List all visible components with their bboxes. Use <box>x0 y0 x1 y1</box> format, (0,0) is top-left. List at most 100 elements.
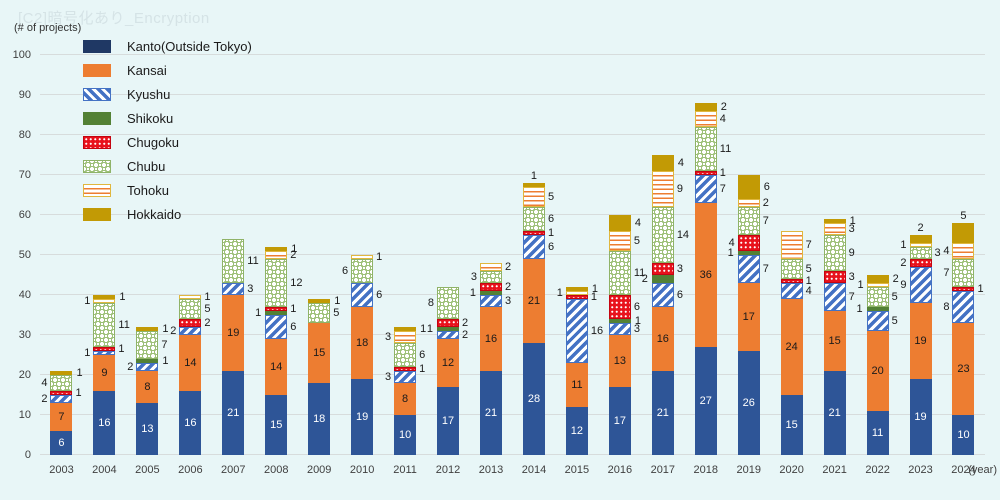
value-label-hokkaido-2022: 2 <box>892 273 899 285</box>
bar-segment-hokkaido-2019: 6 <box>737 175 770 199</box>
gridline-10 <box>40 414 985 415</box>
value-label-kanto-2008: 15 <box>270 419 283 431</box>
bar-segment-kanto-2014: 28 <box>522 343 545 455</box>
value-label-chubu-2016: 11 <box>633 267 646 279</box>
year-slot-2010: 19 18 6 6 1 2010 <box>341 55 384 477</box>
value-label-chubu-2006: 5 <box>204 303 211 315</box>
bar-segment-kyushu-2024: 8 <box>943 291 975 323</box>
value-label-chugoku-2008: 1 <box>290 303 297 315</box>
value-label-chubu-2023: 3 <box>934 247 941 259</box>
bar-segment-kansai-2016: 13 <box>608 335 631 387</box>
value-label-kyushu-2013: 3 <box>505 295 512 307</box>
value-label-kansai-2016: 13 <box>613 355 626 367</box>
value-label-chugoku-2006: 2 <box>204 317 211 329</box>
bar-segment-kanto-2018: 27 <box>694 347 717 455</box>
bar-segment-shikoku-2005: 1 <box>136 356 169 367</box>
y-tick-20: 20 <box>18 369 31 381</box>
value-label-chubu-2024: 7 <box>943 267 950 279</box>
value-label-kanto-2005: 13 <box>141 423 154 435</box>
value-label-hokkaido-2005: 1 <box>162 323 169 335</box>
bar-segment-chugoku-2018: 1 <box>694 168 726 179</box>
bar-segment-kanto-2011: 10 <box>394 415 417 455</box>
bar-segment-kyushu-2010: 6 <box>351 283 382 307</box>
bar-segment-tohoku-2011: 3 <box>385 331 417 343</box>
value-label-kanto-2024: 10 <box>957 429 970 441</box>
value-label-chugoku-2011: 1 <box>419 363 426 375</box>
value-label-chubu-2003: 4 <box>41 377 48 389</box>
bar-segment-kanto-2020: 15 <box>780 395 803 455</box>
y-tick-80: 80 <box>18 129 31 141</box>
bar-segment-kansai-2017: 16 <box>651 307 674 371</box>
value-label-kanto-2015: 12 <box>570 425 584 437</box>
bar-segment-hokkaido-2008: 1 <box>265 244 297 255</box>
value-label-kansai-2021: 15 <box>828 335 841 347</box>
bar-segment-kansai-2005: 8 <box>136 371 159 403</box>
stacked-bar-2014: 28 21 6 1 6 5 1 <box>522 171 554 455</box>
value-label-kanto-2020: 15 <box>785 419 798 431</box>
value-label-chubu-2022: 5 <box>891 291 898 303</box>
legend-item-chugoku: Chugoku <box>83 135 252 150</box>
x-axis-year-label-2005: 2005 <box>135 464 160 476</box>
y-tick-10: 10 <box>18 409 31 421</box>
bar-segment-kanto-2004: 16 <box>93 391 116 455</box>
legend-swatch-kansai <box>83 64 111 77</box>
bar-segment-kansai-2014: 21 <box>522 259 545 343</box>
value-label-kansai-2014: 21 <box>527 295 541 307</box>
x-axis-year-label-2006: 2006 <box>178 464 203 476</box>
bar-segment-kyushu-2019: 7 <box>737 255 769 283</box>
bar-segment-chubu-2004: 11 <box>93 303 130 347</box>
value-label-shikoku-2022: 1 <box>856 303 863 315</box>
bar-segment-chubu-2021: 9 <box>823 235 855 271</box>
bar-segment-kansai-2006: 14 <box>179 335 202 391</box>
bar-segment-kyushu-2003: 2 <box>41 394 73 405</box>
value-label-tohoku-2020: 7 <box>805 239 812 251</box>
value-label-tohoku-2023: 1 <box>900 239 907 251</box>
x-axis-year-label-2013: 2013 <box>478 464 504 476</box>
x-axis-year-label-2012: 2012 <box>435 464 461 476</box>
year-slot-2015: 12 11 16 1 1 1 2015 <box>555 55 603 477</box>
value-label-kyushu-2008: 6 <box>290 321 297 333</box>
bar-segment-chubu-2013: 3 <box>471 271 502 283</box>
gridline-30 <box>40 334 985 335</box>
legend-swatch-shikoku <box>83 112 111 125</box>
bar-segment-kansai-2021: 15 <box>823 311 846 371</box>
bar-segment-kanto-2023: 19 <box>909 379 932 455</box>
bar-segment-tohoku-2006: 1 <box>179 292 210 303</box>
value-label-shikoku-2016: 1 <box>634 315 641 327</box>
legend-item-kansai: Kansai <box>83 63 252 78</box>
value-label-tohoku-2011: 3 <box>384 331 392 343</box>
legend-label-hokkaido: Hokkaido <box>127 207 182 222</box>
value-label-kansai-2015: 11 <box>571 379 583 391</box>
bar-segment-chubu-2018: 11 <box>694 127 731 171</box>
value-label-chugoku-2004: 1 <box>118 343 125 355</box>
legend-item-hokkaido: Hokkaido <box>83 207 252 222</box>
x-axis-unit-label: (year) <box>968 464 997 476</box>
bar-segment-tohoku-2016: 5 <box>608 231 640 251</box>
value-label-kyushu-2020: 4 <box>805 285 812 297</box>
value-label-hokkaido-2003: 1 <box>76 367 83 379</box>
bar-segment-chubu-2011: 6 <box>394 343 425 367</box>
value-label-chubu-2008: 12 <box>290 277 303 289</box>
bar-segment-shikoku-2016: 1 <box>608 316 641 327</box>
bar-segment-tohoku-2015: 1 <box>557 288 588 299</box>
value-label-kyushu-2023: 9 <box>900 279 907 291</box>
value-label-tohoku-2015: 1 <box>556 287 563 299</box>
stacked-bar-2022: 11 20 5 1 5 1 2 <box>856 274 899 455</box>
bar-segment-chugoku-2011: 1 <box>394 364 425 375</box>
x-axis-year-label-2011: 2011 <box>393 464 417 476</box>
value-label-chubu-2012: 8 <box>427 297 435 309</box>
bar-segment-kyushu-2022: 5 <box>866 311 898 331</box>
bar-segment-tohoku-2014: 5 <box>522 187 554 207</box>
value-label-kanto-2011: 10 <box>398 429 412 441</box>
gridline-80 <box>40 134 985 135</box>
bar-segment-kanto-2008: 15 <box>265 395 288 455</box>
bar-segment-hokkaido-2011: 1 <box>394 324 426 335</box>
value-label-kansai-2009: 15 <box>313 347 326 359</box>
value-label-chubu-2004: 11 <box>118 319 130 331</box>
value-label-hokkaido-2017: 4 <box>677 157 684 169</box>
value-label-hokkaido-2024: 5 <box>960 210 967 222</box>
bar-segment-kansai-2004: 9 <box>93 355 116 391</box>
bar-segment-kyushu-2023: 9 <box>900 267 932 303</box>
stacked-bar-2007: 21 19 3 11 <box>222 239 259 455</box>
